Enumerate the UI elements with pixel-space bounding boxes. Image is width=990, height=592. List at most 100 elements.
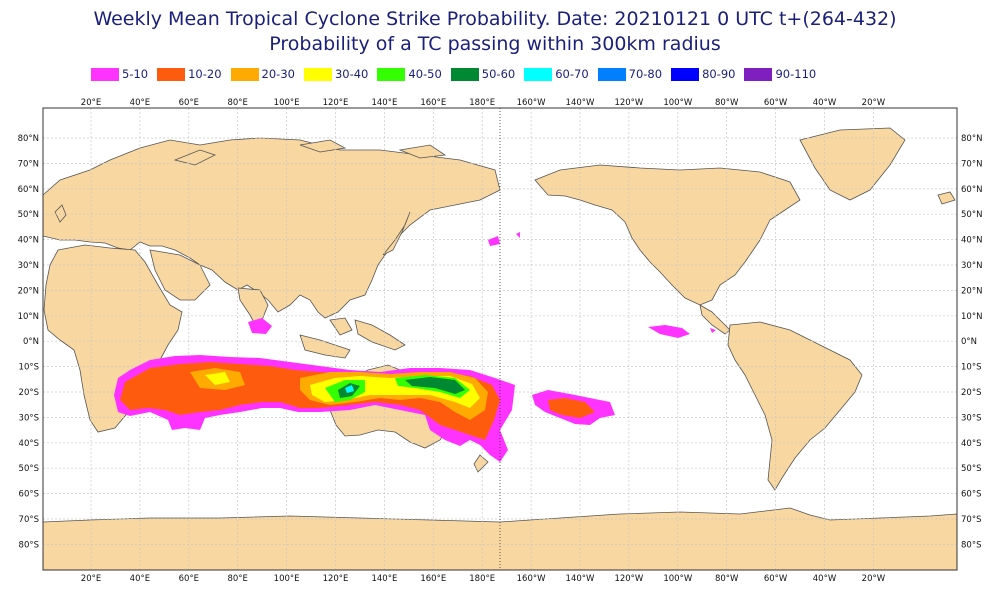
lon-label-top: 40°E [130, 98, 150, 108]
legend-swatch [524, 67, 553, 81]
legend-label: 40-50 [408, 67, 442, 81]
lon-label-bottom: 80°W [715, 574, 739, 584]
lat-label-right: 80°S [961, 540, 981, 550]
indonesia [299, 317, 406, 359]
lon-label-bottom: 120°W [614, 574, 643, 584]
lat-label-right: 60°S [961, 490, 981, 500]
lon-label-top: 80°E [227, 98, 247, 108]
lat-label-left: 30°S [19, 413, 39, 423]
lon-label-bottom: 140°W [566, 574, 595, 584]
lon-label-bottom: 60°E [179, 574, 199, 584]
lon-label-top: 160°W [517, 98, 546, 108]
lon-label-top: 140°E [371, 98, 397, 108]
lon-label-bottom: 100°E [274, 574, 300, 584]
legend-item: 70-80 [597, 67, 663, 81]
legend-swatch [597, 67, 626, 81]
uk-islands [54, 204, 67, 223]
legend-swatch [157, 67, 186, 81]
lat-label-left: 80°S [19, 540, 39, 550]
lat-label-left: 70°N [18, 159, 39, 169]
lon-label-bottom: 160°W [517, 574, 546, 584]
eurasia-landmass [43, 137, 501, 319]
legend-swatch [91, 67, 119, 81]
probability-legend: 5-10 10-20 20-30 30-40 40-50 50-60 60-70 70-80 8… [91, 66, 825, 82]
lat-label-right: 0°N [961, 337, 977, 347]
lat-label-right: 10°S [961, 363, 981, 373]
legend-item: 20-30 [230, 67, 295, 81]
prob-60-70-core [345, 385, 354, 393]
legend-swatch [377, 67, 406, 81]
legend-swatch [744, 67, 773, 81]
iceland [937, 191, 956, 205]
lat-label-right: 70°S [961, 515, 981, 525]
legend-item: 60-70 [524, 67, 589, 81]
lat-label-right: 70°N [961, 159, 982, 169]
greenland [799, 127, 906, 201]
lon-label-bottom: 160°E [420, 574, 446, 584]
lat-label-left: 80°N [18, 134, 39, 144]
legend-label: 80-90 [702, 67, 736, 81]
antarctica [43, 507, 957, 570]
lat-label-left: 40°N [18, 236, 39, 246]
lat-label-right: 30°N [961, 261, 982, 271]
legend-swatch [230, 67, 259, 81]
legend-item: 80-90 [671, 67, 735, 81]
lon-label-bottom: 40°E [130, 574, 150, 584]
lat-label-left: 60°N [18, 185, 39, 195]
legend-label: 70-80 [628, 67, 663, 81]
lat-label-right: 50°S [961, 464, 981, 474]
land-masses [43, 127, 957, 570]
lat-label-left: 50°N [18, 210, 39, 220]
legend-item: 10-20 [157, 67, 222, 81]
lon-label-top: 120°W [614, 98, 643, 108]
prob-5-10-north-pacific [488, 232, 520, 246]
lon-label-bottom: 100°W [663, 574, 692, 584]
legend-item: 50-60 [450, 67, 516, 81]
lat-label-right: 80°N [961, 134, 982, 144]
lon-label-bottom: 20°E [81, 574, 101, 584]
lon-label-top: 60°W [764, 98, 788, 108]
lat-label-left: 10°S [19, 363, 39, 373]
legend-label: 30-40 [334, 67, 369, 81]
lat-label-left: 40°S [19, 439, 39, 449]
legend-swatch [450, 67, 479, 81]
lon-label-top: 40°W [813, 98, 837, 108]
legend-label: 50-60 [481, 67, 516, 81]
lon-label-bottom: 120°E [323, 574, 349, 584]
lon-label-top: 140°W [566, 98, 595, 108]
lat-label-left: 20°N [18, 286, 39, 296]
legend-item: 30-40 [303, 67, 369, 81]
lon-label-top: 120°E [323, 98, 349, 108]
map-frame [42, 107, 958, 571]
lon-label-bottom: 80°E [227, 574, 247, 584]
north-america [534, 164, 801, 306]
lon-label-top: 100°W [663, 98, 692, 108]
lat-label-left: 20°S [19, 388, 39, 398]
legend-label: 5-10 [122, 67, 149, 81]
japan [382, 211, 411, 256]
lat-label-left: 70°S [19, 515, 39, 525]
prob-5-10-bay-of-bengal [248, 318, 272, 334]
chart-title: Weekly Mean Tropical Cyclone Strike Prob… [93, 8, 897, 30]
lat-label-left: 10°N [18, 312, 39, 322]
lat-label-left: 60°S [19, 490, 39, 500]
lat-label-right: 20°S [961, 388, 981, 398]
chart-subtitle: Probability of a TC passing within 300km… [269, 33, 721, 55]
lon-label-top: 180°E [469, 98, 495, 108]
lon-label-bottom: 140°E [371, 574, 397, 584]
lon-label-top: 20°E [81, 98, 101, 108]
lon-label-bottom: 60°W [764, 574, 788, 584]
legend-label: 90-110 [775, 67, 817, 81]
lon-label-bottom: 40°W [813, 574, 837, 584]
legend-item: 5-10 [91, 67, 148, 81]
lat-label-right: 40°N [961, 236, 982, 246]
prob-10-20-pacific-east [548, 398, 595, 418]
legend-label: 20-30 [261, 67, 295, 81]
probability-contours [114, 232, 716, 462]
lon-label-top: 160°E [420, 98, 446, 108]
prob-50-60-east [405, 377, 465, 394]
legend-swatch [303, 67, 332, 81]
lat-label-right: 40°S [961, 439, 981, 449]
lat-label-left: 30°N [18, 261, 39, 271]
